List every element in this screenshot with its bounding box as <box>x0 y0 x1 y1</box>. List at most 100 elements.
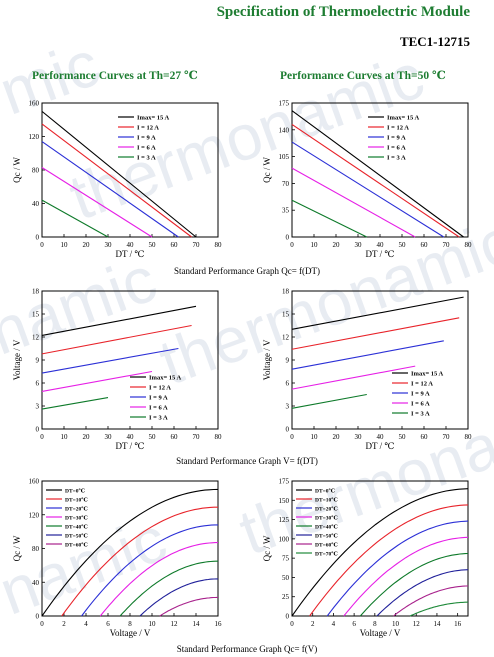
y-tick-label: 150 <box>279 497 290 505</box>
y-tick-label: 160 <box>29 100 40 108</box>
series-line <box>41 370 153 392</box>
x-tick-label: 40 <box>377 433 385 441</box>
legend-label: I = 9 A <box>137 135 156 142</box>
plot-frame <box>291 290 469 430</box>
y-axis-label: Voltage / V <box>262 339 272 380</box>
x-axis-label: DT / ℃ <box>366 249 395 259</box>
series-line <box>159 596 218 617</box>
y-tick-label: 125 <box>279 516 290 524</box>
y-tick-label: 0 <box>286 426 290 434</box>
y-axis-label: Qc / W <box>12 535 22 561</box>
legend-label: I = 6 A <box>411 401 430 408</box>
series-line <box>409 601 469 617</box>
x-tick-label: 6 <box>106 620 110 628</box>
x-tick-label: 10 <box>311 433 319 441</box>
y-tick-label: 105 <box>279 153 290 161</box>
legend-label: I = 9 A <box>149 395 168 402</box>
x-tick-label: 60 <box>171 241 179 249</box>
caption-qc-dt: Standard Performance Graph Qc= f(DT) <box>173 266 321 276</box>
series-line <box>291 123 460 238</box>
y-tick-label: 15 <box>32 311 40 319</box>
legend-label: I = 9 A <box>387 135 406 142</box>
legend-label: DT=10℃ <box>65 497 88 504</box>
series-line <box>291 365 416 390</box>
series-line <box>359 552 469 617</box>
x-tick-label: 30 <box>105 241 113 249</box>
legend-label: DT=60℃ <box>65 542 88 549</box>
x-tick-label: 80 <box>215 433 223 441</box>
x-tick-label: 30 <box>105 433 113 441</box>
series-line <box>393 585 469 617</box>
legend-label: I = 6 A <box>137 145 156 152</box>
series-line <box>41 199 109 238</box>
x-tick-label: 30 <box>355 241 363 249</box>
x-tick-label: 80 <box>215 241 223 249</box>
legend-label: DT=40℃ <box>65 524 88 531</box>
series-line <box>291 296 464 330</box>
legend-label: DT=20℃ <box>315 506 338 513</box>
legend-label: Imax= 15 A <box>387 115 420 122</box>
series-line <box>326 520 469 617</box>
x-tick-label: 60 <box>421 241 429 249</box>
plot-frame <box>291 480 469 617</box>
legend-label: I = 12 A <box>137 125 159 132</box>
legend-label: I = 9 A <box>411 391 430 398</box>
x-tick-label: 14 <box>433 620 441 628</box>
series-line <box>41 347 179 374</box>
y-tick-label: 3 <box>286 403 290 411</box>
x-tick-label: 0 <box>40 241 44 249</box>
x-tick-label: 80 <box>465 241 473 249</box>
x-axis-label: DT / ℃ <box>366 441 395 451</box>
x-tick-label: 10 <box>392 620 400 628</box>
y-tick-label: 25 <box>282 593 290 601</box>
series-line <box>309 504 469 617</box>
y-tick-label: 140 <box>279 126 290 134</box>
y-tick-label: 18 <box>282 288 290 296</box>
x-tick-label: 20 <box>83 433 91 441</box>
legend-label: I = 6 A <box>387 145 406 152</box>
x-tick-label: 10 <box>311 241 319 249</box>
y-tick-label: 12 <box>282 334 290 342</box>
x-tick-label: 50 <box>399 241 407 249</box>
series-line <box>41 305 197 337</box>
x-tick-label: 0 <box>290 433 294 441</box>
legend-label: I = 3 A <box>149 415 168 422</box>
legend-label: I = 3 A <box>137 155 156 162</box>
legend-label: DT=50℃ <box>65 533 88 540</box>
y-tick-label: 12 <box>32 334 40 342</box>
legend-label: DT=0℃ <box>65 488 86 495</box>
x-tick-label: 12 <box>413 620 421 628</box>
y-tick-label: 50 <box>282 574 290 582</box>
legend-label: I = 12 A <box>411 381 433 388</box>
y-tick-label: 160 <box>29 478 40 486</box>
series-line <box>81 524 218 617</box>
x-tick-label: 20 <box>333 433 341 441</box>
series-line <box>139 578 218 617</box>
legend-label: DT=30℃ <box>315 515 338 522</box>
y-tick-label: 80 <box>32 167 40 175</box>
model-number: TEC1-12715 <box>399 34 470 49</box>
x-axis-label: DT / ℃ <box>116 249 145 259</box>
x-tick-label: 40 <box>127 241 135 249</box>
x-tick-label: 14 <box>193 620 201 628</box>
y-tick-label: 35 <box>282 207 290 215</box>
y-tick-label: 9 <box>286 357 290 365</box>
legend-label: I = 6 A <box>149 405 168 412</box>
y-tick-label: 175 <box>279 100 290 108</box>
x-tick-label: 50 <box>399 433 407 441</box>
y-tick-label: 0 <box>36 234 40 242</box>
series-line <box>119 560 218 617</box>
y-tick-label: 6 <box>286 380 290 388</box>
legend-label: DT=70℃ <box>315 551 338 558</box>
series-line <box>41 488 219 617</box>
x-tick-label: 30 <box>355 433 363 441</box>
legend-label: DT=30℃ <box>65 515 88 522</box>
y-tick-label: 120 <box>29 133 40 141</box>
x-tick-label: 4 <box>84 620 88 628</box>
x-tick-label: 16 <box>454 620 462 628</box>
legend-label: I = 3 A <box>387 155 406 162</box>
legend-label: DT=60℃ <box>315 542 338 549</box>
x-tick-label: 10 <box>61 241 69 249</box>
caption-qc-v: Standard Performance Graph Qc= f(V) <box>176 644 318 654</box>
